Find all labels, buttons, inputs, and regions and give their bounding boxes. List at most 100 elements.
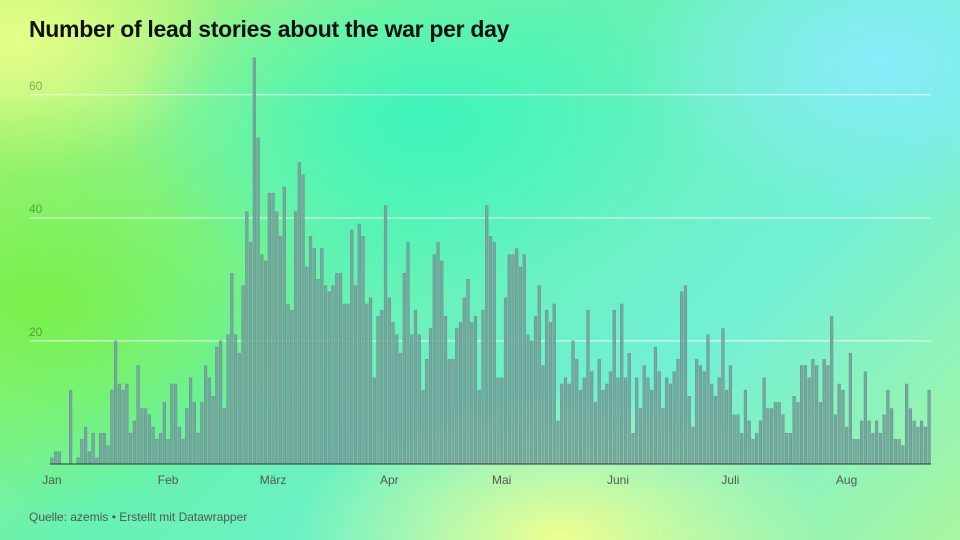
bar [406,242,410,465]
bar [132,420,136,465]
bar [668,383,673,465]
bar [871,432,875,465]
bar [196,432,200,465]
gridlines: 20 40 60 [29,79,931,342]
bar [560,383,564,465]
y-tick-label: 40 [29,202,43,216]
bar [875,420,879,465]
bar [740,432,744,465]
bar [518,266,523,465]
bar [638,408,643,465]
bar [466,279,470,465]
bar [710,383,714,465]
bar [312,248,316,465]
bar [533,316,538,465]
chart-title: Number of lead stories about the war per… [29,16,510,42]
bar [106,445,110,465]
bar [455,328,459,465]
bar [556,420,560,465]
bar [706,334,710,465]
bar [346,303,350,465]
bar [796,402,800,465]
bar [95,457,99,465]
bar [691,426,695,465]
bar [158,432,163,465]
bar [728,365,733,465]
bar [912,420,916,465]
bar [436,242,440,465]
bar [908,408,912,465]
bar [458,322,463,465]
bar [275,211,279,465]
bar [391,322,395,465]
y-tick-label: 60 [29,79,43,93]
bar [496,377,500,465]
bar [867,420,871,465]
bar [57,451,61,465]
bar [612,309,616,465]
bar [222,408,226,465]
bar [841,389,845,465]
bar [552,303,556,465]
bar [676,359,680,465]
x-tick-label: Apr [380,473,399,487]
bar [616,377,620,465]
bar [173,383,178,465]
bar [233,334,238,465]
bar [657,371,661,465]
bar [893,439,897,465]
x-tick-label: Juli [721,473,739,487]
bar [485,205,489,465]
bar [192,402,196,465]
bar [522,254,526,465]
bar [927,389,931,465]
bar [410,334,414,465]
bar [620,303,624,465]
bar [852,439,856,465]
bar [897,439,901,465]
bar [627,352,631,465]
bar [567,383,571,465]
bar [50,457,54,465]
bar [822,359,826,465]
bar [650,389,654,465]
bar [856,439,860,465]
bar [492,242,496,465]
bar [826,365,830,465]
bar [188,377,193,465]
x-axis-labels: Jan Feb März Apr Mai Juni Juli Aug [42,473,857,487]
bar [301,174,305,465]
bar [477,389,481,465]
bar [129,432,133,465]
bar [443,316,448,465]
bar [117,383,121,465]
bar [203,365,208,465]
bar [751,439,755,465]
bar [323,285,328,465]
bar [586,309,590,465]
bar [725,389,729,465]
bar [530,340,534,465]
bar [398,352,403,465]
bar [218,340,223,465]
bar [84,426,88,465]
bar [845,426,849,465]
bar [770,408,774,465]
bar [447,359,451,465]
x-tick-label: Juni [607,473,629,487]
bar [916,426,920,465]
bar [920,420,924,465]
bar [99,432,103,465]
bar [785,432,789,465]
bar [886,389,890,465]
x-tick-label: Aug [836,473,857,487]
bar [338,272,343,465]
bar [901,445,905,465]
bar [758,420,763,465]
bar [402,272,406,465]
bar [305,266,309,465]
bar [803,365,808,465]
bar [114,340,118,465]
bar [421,389,425,465]
bar [267,192,271,465]
